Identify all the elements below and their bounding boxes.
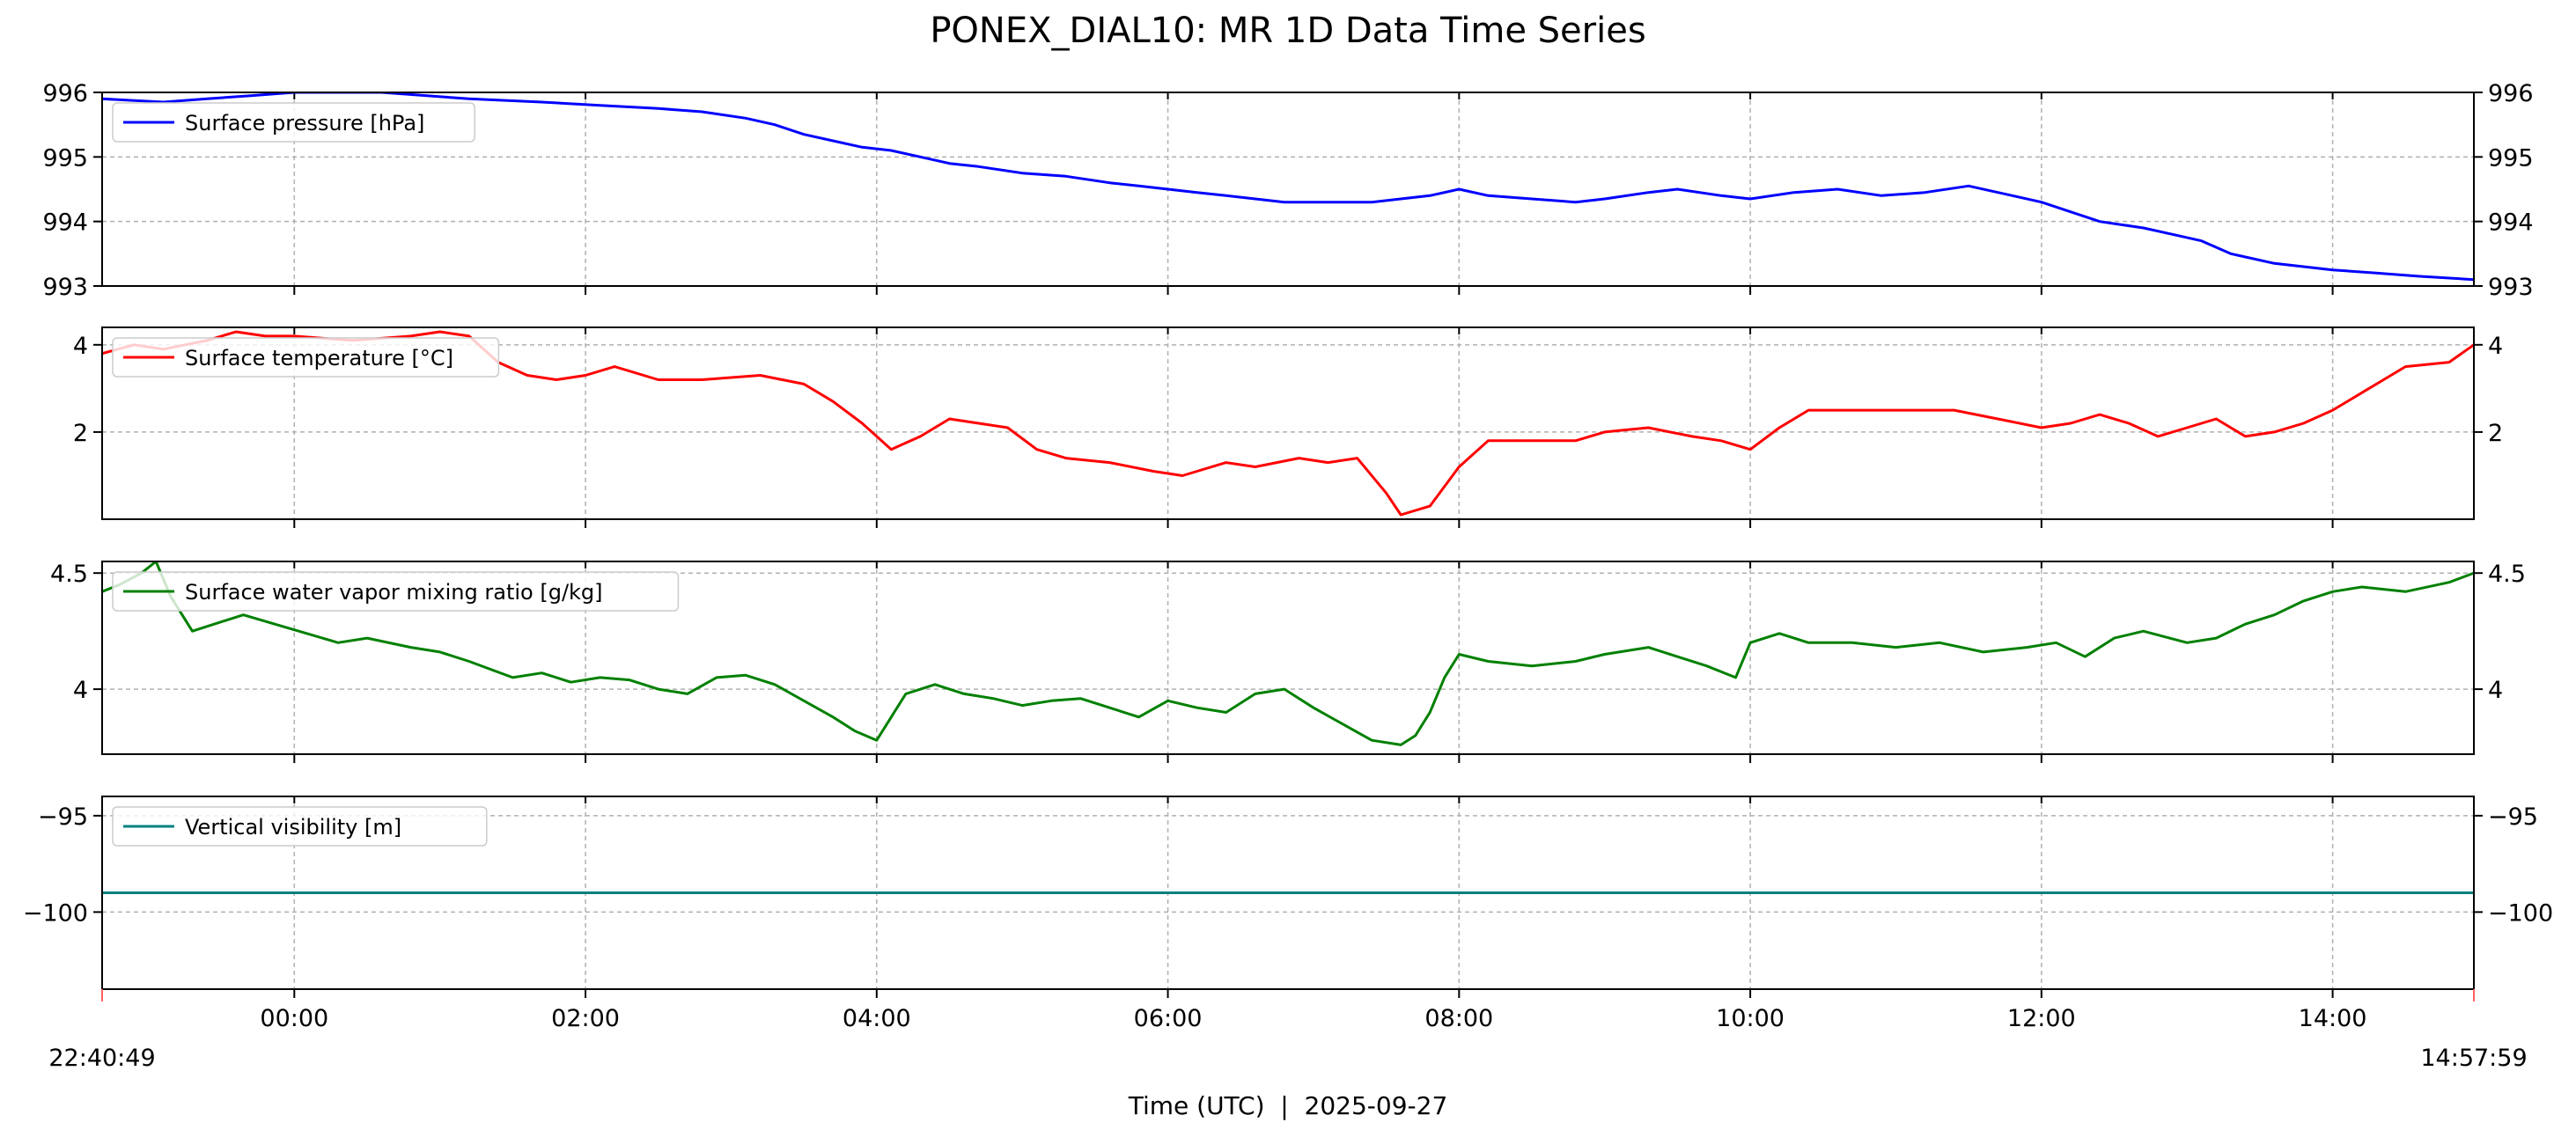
subplot-4: −95 −95 −100 −100 Vertical visibility [m] [23,796,2553,998]
y-tick-label-left: 996 [42,80,88,107]
y-tick-label-right: 4 [2488,333,2503,360]
y-tick-label-right: 995 [2488,144,2534,172]
x-tick-label: 02:00 [551,1005,620,1032]
y-tick-label-left: 994 [42,209,88,237]
y-tick-label-left: 4 [73,333,88,360]
subplot-1: 993 993 994 994 995 995 996 996 Surface pressure… [42,80,2533,301]
legend-box [112,102,475,143]
subplot-panels: 993 993 994 994 995 995 996 996 Surface pressure… [23,80,2553,1032]
x-axis-label: Time (UTC) | 2025-09-27 [1128,1091,1448,1120]
subplot-2: 2 2 4 4 Surface temperature [°C] [73,326,2503,528]
subplot-3: 4 4 4.5 4.5 Surface water vapor mixing ratio… [50,561,2526,763]
y-tick-label-right: −95 [2488,803,2538,831]
y-tick-label-left: −95 [38,803,88,831]
x-tick-label: 12:00 [2007,1005,2076,1032]
series-line [102,330,2474,517]
x-tick-label: 10:00 [1716,1005,1785,1032]
y-tick-label-left: 2 [73,420,88,447]
x-tick-label: 06:00 [1134,1005,1203,1032]
chart-title: PONEX_DIAL10: MR 1D Data Time Series [930,11,1645,51]
axes-frame [101,326,2475,520]
y-tick-label-left: 4 [73,677,88,704]
x-tick-label: 00:00 [260,1005,328,1032]
axes-frame [101,92,2475,287]
y-tick-label-right: 994 [2488,209,2534,237]
y-tick-label-right: −100 [2488,899,2553,927]
y-tick-label-right: 4 [2488,677,2503,704]
x-tick-label: 08:00 [1424,1005,1493,1032]
x-tick-label: 14:00 [2299,1005,2367,1032]
legend-box [112,337,500,378]
axes-frame [101,796,2475,990]
y-tick-label-right: 996 [2488,80,2534,107]
y-tick-label-left: 4.5 [50,561,88,588]
axes-frame [101,561,2475,755]
x-range-start-label: 22:40:49 [48,1045,155,1072]
legend-label: Surface water vapor mixing ratio [g/kg] [185,580,603,605]
legend-box [112,571,680,612]
series-line [102,92,2474,282]
legend-box [112,806,488,847]
legend-label: Vertical visibility [m] [185,815,401,840]
series-line [102,561,2474,746]
legend-label: Surface pressure [hPa] [185,111,424,136]
y-tick-label-left: −100 [23,899,88,927]
y-tick-label-right: 4.5 [2488,561,2526,588]
y-tick-label-right: 2 [2488,420,2503,447]
x-range-end-label: 14:57:59 [2420,1045,2527,1072]
y-tick-label-left: 995 [42,144,88,172]
y-tick-label-left: 993 [42,274,88,301]
legend-label: Surface temperature [°C] [185,346,453,370]
y-tick-label-right: 993 [2488,274,2534,301]
x-tick-label: 04:00 [843,1005,911,1032]
